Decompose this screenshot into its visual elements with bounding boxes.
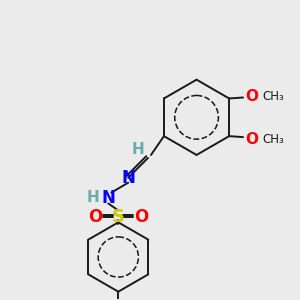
Text: CH₃: CH₃ [263, 133, 285, 146]
Text: CH₃: CH₃ [263, 90, 285, 103]
Text: H: H [86, 190, 99, 205]
Text: H: H [132, 142, 145, 158]
Text: S: S [112, 208, 125, 226]
Text: N: N [121, 169, 135, 187]
Text: N: N [101, 189, 115, 207]
Text: O: O [134, 208, 148, 226]
Text: O: O [245, 132, 259, 147]
Text: O: O [245, 89, 259, 104]
Text: O: O [88, 208, 103, 226]
